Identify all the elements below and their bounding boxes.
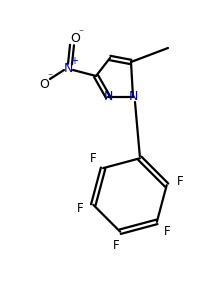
Text: F: F	[90, 152, 97, 165]
Text: ⁻: ⁻	[48, 72, 53, 82]
Text: O: O	[39, 78, 49, 90]
Text: F: F	[113, 239, 120, 252]
Text: +: +	[70, 56, 78, 66]
Text: F: F	[77, 202, 83, 215]
Text: ⁻: ⁻	[79, 28, 84, 38]
Text: N: N	[103, 90, 113, 103]
Text: N: N	[128, 90, 138, 103]
Text: F: F	[163, 225, 170, 238]
Text: O: O	[70, 33, 80, 46]
Text: F: F	[177, 175, 183, 188]
Text: N: N	[63, 62, 73, 74]
